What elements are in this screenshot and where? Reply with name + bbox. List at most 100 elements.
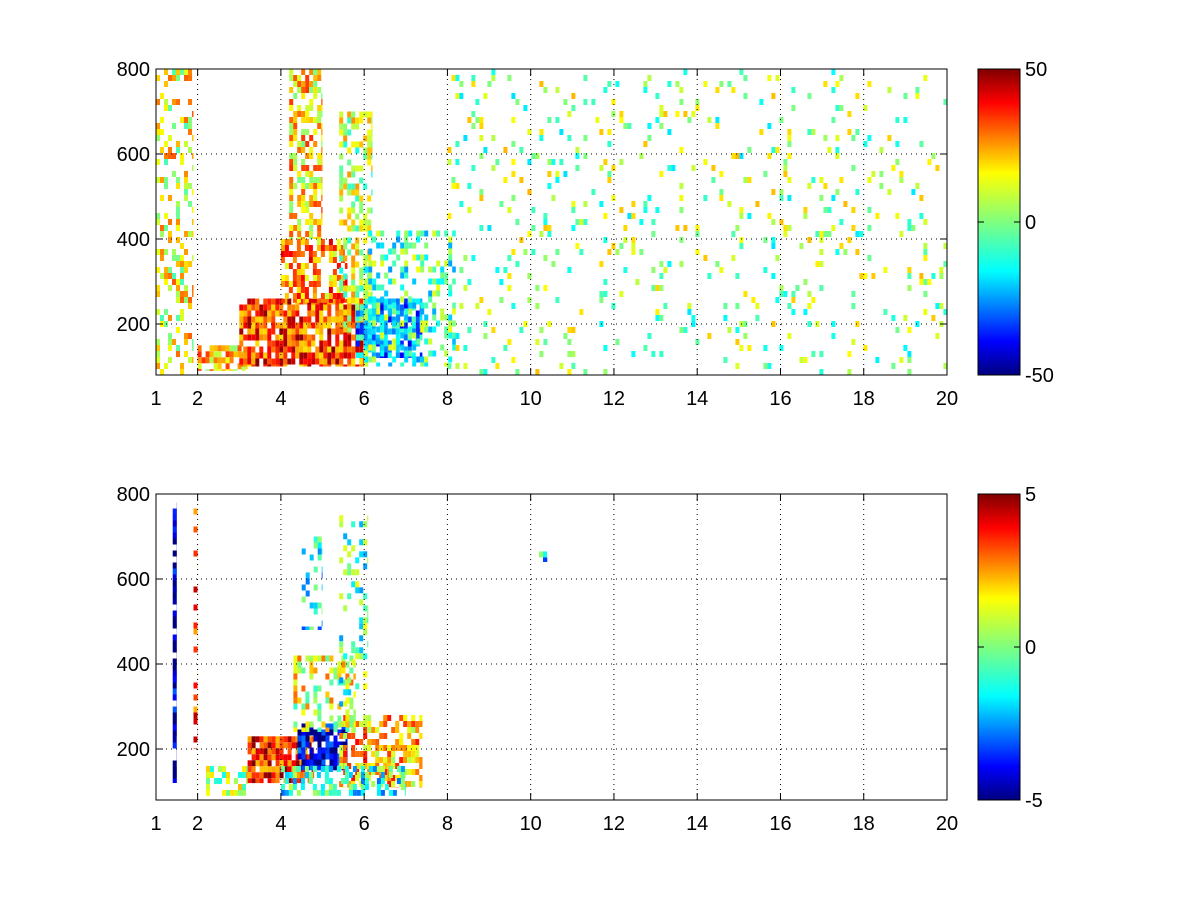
heatmap-cell [239,334,244,341]
heatmap-cell [412,254,417,261]
heatmap-cell [483,333,488,339]
heatmap-cell [305,207,310,213]
heatmap-cell [217,363,222,370]
heatmap-cell [156,291,160,297]
heatmap-cell [347,327,352,333]
heatmap-cell [583,75,588,81]
heatmap-cell [225,351,230,358]
heatmap-cell [735,339,740,345]
heatmap-cell [317,111,322,117]
heatmap-cell [363,147,368,154]
heatmap-cell [297,729,302,736]
heatmap-cell [311,340,316,347]
heatmap-cell [787,141,792,147]
heatmap-cell [343,364,348,367]
heatmap-cell [368,338,373,345]
heatmap-cell [879,183,884,189]
heatmap-cell [739,153,744,159]
heatmap-cell [320,784,325,790]
heatmap-cell [575,243,580,249]
heatmap-cell [404,356,409,363]
heatmap-cell [307,346,312,353]
heatmap-cell [795,285,800,291]
heatmap-region-9 [339,515,369,707]
heatmap-cell [309,626,314,630]
heatmap-cell [263,760,268,767]
heatmap-cell [367,117,372,124]
x-tick-label: 4 [275,388,286,410]
heatmap-cell [345,721,350,728]
heatmap-cell [380,326,385,333]
heatmap-cell [172,273,176,279]
heatmap-cell [328,245,333,251]
heatmap-cell [255,322,260,329]
heatmap-cell [359,599,364,606]
heatmap-cell [547,225,552,231]
heatmap-cell [172,171,176,177]
heatmap-cell [379,304,384,311]
heatmap-cell [339,745,344,751]
heatmap-cell [284,275,289,281]
heatmap-cell [907,357,912,363]
heatmap-cell [160,315,164,321]
heatmap-cell [363,237,368,244]
heatmap-cell [355,249,360,256]
heatmap-cell [767,363,772,369]
heatmap-cell [304,239,309,245]
heatmap-cell [339,207,344,214]
heatmap-cell [184,267,188,273]
heatmap-cell [333,727,338,732]
x-tick-label: 2 [192,813,203,835]
heatmap-cell [595,117,600,123]
heatmap-cell [667,261,672,267]
heatmap-cell [328,790,333,796]
heatmap-cell [416,236,421,243]
heatmap-cell [172,123,176,129]
heatmap-cell [280,299,285,303]
heatmap-cell [771,93,776,99]
heatmap-cell [380,350,385,357]
heatmap-cell [283,340,288,347]
heatmap-cell [332,275,337,281]
heatmap-cell [321,189,323,195]
heatmap-cell [247,304,252,311]
heatmap-cell [301,727,306,732]
heatmap-cell [436,284,441,291]
heatmap-cell [359,721,364,727]
heatmap-cell [735,327,740,333]
heatmap-cell [319,316,324,323]
heatmap-cell [491,357,496,363]
heatmap-cell [293,655,298,662]
heatmap-cell [237,345,242,352]
heatmap-cell [603,291,608,297]
heatmap-cell [355,334,360,341]
heatmap-cell [444,332,449,339]
heatmap-cell [791,297,796,303]
heatmap-cell [923,255,928,261]
y-tick-label: 600 [117,144,150,166]
heatmap-cell [192,207,194,213]
heatmap-cell [679,87,684,93]
heatmap-cell [351,745,356,751]
heatmap-cell [267,754,272,761]
heatmap-cell [321,177,323,183]
heatmap-cell [527,159,532,165]
heatmap-cell [424,362,429,367]
heatmap-cell [339,129,344,136]
heatmap-cell [364,362,369,367]
heatmap-cell [359,225,364,232]
heatmap-cell [503,267,508,273]
heatmap-cell [583,219,588,225]
heatmap-cell [304,772,309,778]
heatmap-cell [300,293,305,299]
heatmap-cell [321,147,323,153]
heatmap-cell [337,721,342,728]
heatmap-cell [351,364,356,367]
heatmap-cell [300,263,305,269]
heatmap-cell [491,69,496,75]
heatmap-cell [367,611,369,618]
heatmap-cell [388,790,393,796]
heatmap-cell [345,697,350,704]
heatmap-cell [317,183,322,189]
heatmap-cell [463,255,468,261]
